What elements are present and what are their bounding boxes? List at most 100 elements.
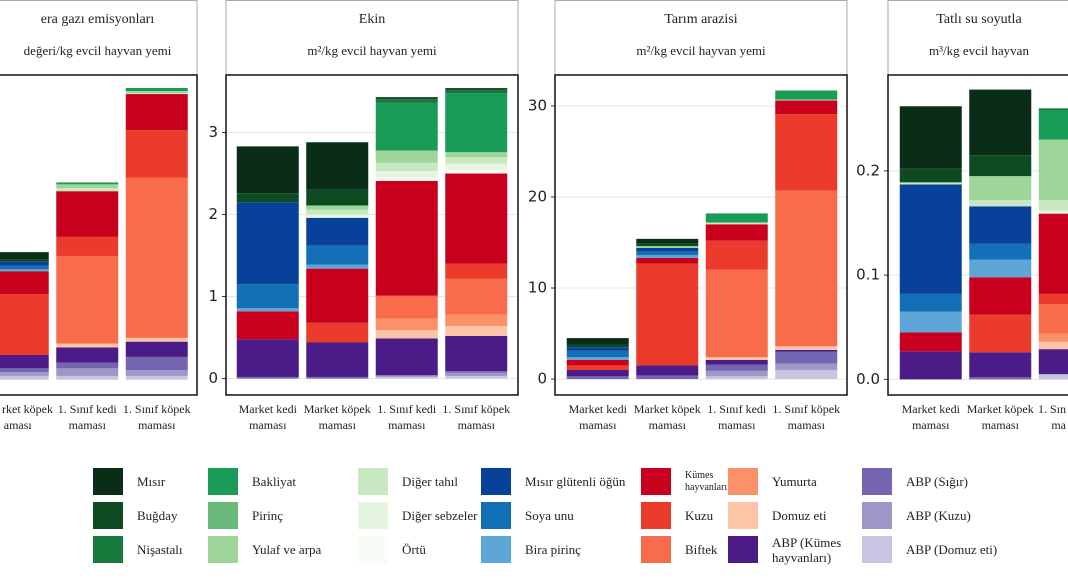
legend-item: Kümes hayvanları: [641, 468, 745, 495]
bar-segment: [636, 246, 699, 248]
y-tick-label: 30: [528, 96, 547, 114]
y-tick-label: 0.0: [856, 370, 880, 388]
bar-segment: [0, 252, 49, 260]
bar-segment: [445, 163, 508, 171]
plot-frame: [225, 74, 519, 396]
bar-segment: [445, 372, 508, 377]
bar-segment: [375, 97, 438, 99]
legend-item: Mısır: [93, 468, 165, 495]
bar-segment: [56, 188, 119, 192]
bar-segment: [125, 92, 188, 95]
bar-segment: [969, 377, 1032, 380]
bar-segment: [306, 245, 369, 265]
bar-segment: [969, 89, 1032, 156]
plot-frame: [0, 74, 198, 396]
panel-header: [225, 0, 519, 76]
panel-title: Tatlı su soyutla: [936, 12, 1022, 27]
bar-segment: [0, 259, 49, 262]
bar-segment: [56, 343, 119, 348]
bar-segment: [56, 236, 119, 256]
bar-segment: [125, 87, 188, 91]
bar-segment: [969, 277, 1032, 315]
legend-swatch: [641, 536, 671, 563]
bar-segment: [969, 155, 1032, 177]
bar-segment: [125, 341, 188, 357]
bar-segment: [375, 180, 438, 296]
legend-label: Yulaf ve arpa: [252, 542, 322, 557]
x-tick-label: maması: [388, 418, 426, 432]
bar-segment: [445, 152, 508, 158]
bar-segment: [0, 271, 49, 295]
bar-segment: [445, 371, 508, 373]
legend-label: Örtü: [402, 542, 426, 557]
bar-segment: [899, 168, 962, 183]
legend-label: Bakliyat: [252, 474, 297, 489]
bar-segment: [445, 173, 508, 264]
bar-segment: [705, 240, 768, 270]
bar-segment: [375, 295, 438, 319]
x-tick-label: Market köpek: [967, 402, 1034, 416]
legend-swatch: [93, 468, 123, 495]
bar-segment: [636, 247, 699, 252]
legend-label: Biftek: [685, 542, 718, 557]
legend-label: Diğer sebzeler: [402, 508, 478, 523]
panel-header: [887, 0, 1068, 76]
legend-swatch: [641, 502, 671, 529]
x-tick-label: maması: [788, 418, 826, 432]
bar-segment: [899, 311, 962, 333]
bar-segment: [969, 200, 1032, 207]
bar-segment: [445, 278, 508, 315]
bar-segment: [306, 189, 369, 206]
legend-swatch: [93, 502, 123, 529]
bar-segment: [0, 355, 49, 369]
bar-segment: [125, 177, 188, 338]
bar-segment: [1038, 374, 1068, 380]
bar-segment: [306, 322, 369, 343]
y-tick-label: 0.2: [856, 161, 880, 179]
legend-label: Kümes hayvanları: [685, 469, 728, 493]
bar-segment: [445, 314, 508, 327]
bar-segment: [236, 308, 299, 312]
x-tick-label: maması: [138, 418, 176, 432]
legend-swatch: [481, 468, 511, 495]
bar-segment: [1038, 213, 1068, 294]
bar-segment: [125, 130, 188, 178]
bar-segment: [1038, 110, 1068, 140]
legend-swatch: [208, 536, 238, 563]
legend-swatch: [93, 536, 123, 563]
y-tick-label: 1: [208, 287, 218, 305]
bar-segment: [375, 102, 438, 151]
x-tick-label: 1. Sınıf kedi: [377, 402, 437, 416]
bar-segment: [375, 150, 438, 163]
bar-segment: [0, 269, 49, 272]
bar-segment: [56, 375, 119, 380]
bar-segment: [899, 106, 962, 169]
legend-item: Bakliyat: [208, 468, 296, 495]
bar-segment: [125, 91, 188, 93]
legend-swatch: [481, 536, 511, 563]
y-tick-label: 0: [537, 370, 547, 388]
bar-segment: [1038, 108, 1068, 111]
bar-segment: [636, 255, 699, 258]
panel-header: [0, 0, 198, 76]
bar-segment: [445, 157, 508, 164]
legend-swatch: [358, 502, 388, 529]
legend-label: Yumurta: [772, 474, 817, 489]
legend-label: ABP (Sığır): [906, 474, 968, 489]
bar-segment: [969, 176, 1032, 201]
bar-segment: [236, 311, 299, 340]
bar-segment: [0, 375, 49, 380]
bar-segment: [56, 347, 119, 363]
x-tick-label: rket köpek: [2, 402, 53, 416]
bar-segment: [899, 293, 962, 312]
bar-segment: [306, 264, 369, 269]
bar-segment: [566, 376, 629, 380]
bar-segment: [566, 350, 629, 358]
legend-swatch: [481, 502, 511, 529]
panel-subtitle: m²/kg evcil hayvan yemi: [636, 43, 766, 58]
legend-swatch: [358, 468, 388, 495]
bar-segment: [375, 162, 438, 171]
panel-title: Ekin: [359, 12, 385, 27]
x-tick-label: 1. Sınıf köpek: [442, 402, 510, 416]
bar-segment: [899, 182, 962, 185]
